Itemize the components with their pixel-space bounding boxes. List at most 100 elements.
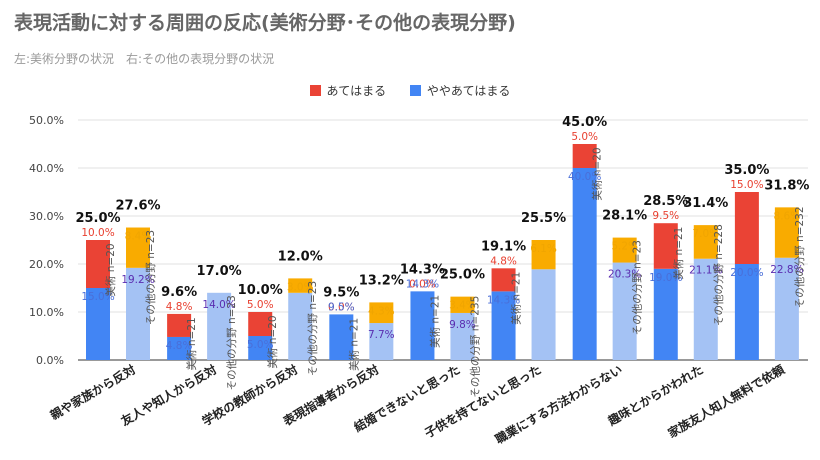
group-label-other: その他の分野 n=228 (712, 224, 725, 326)
total-label-art: 28.5% (643, 194, 688, 209)
bar-other-top (369, 302, 394, 324)
bar-art-atehamaru (491, 268, 516, 292)
data-label-other-top: 8.4% (125, 231, 152, 243)
group-label-other: その他の分野 n=23 (306, 281, 319, 376)
total-label-other: 31.8% (764, 178, 809, 193)
total-label-art: 14.3% (400, 262, 445, 277)
bar-art-atehamaru (167, 313, 192, 337)
total-label-art: 35.0% (724, 163, 769, 178)
legend: あてはまる ややあてはまる (0, 82, 820, 99)
data-label-other-bottom: 22.8% (770, 264, 803, 276)
total-label-other: 28.1% (602, 209, 647, 224)
group-label-art: 美術 n=20 (591, 147, 604, 200)
data-label-other-bottom: 7.7% (368, 329, 395, 341)
bar-other-yaya (693, 258, 718, 360)
bar-other-yaya (288, 292, 313, 360)
data-label-other-top: 4.3% (368, 305, 395, 317)
data-label-other-bottom: 20.3% (608, 269, 641, 281)
bar-other-top (126, 227, 150, 268)
data-label-art-bottom: 9.5% (328, 301, 355, 313)
legend-label-yaya: ややあてはまる (426, 84, 511, 98)
bar-other-top (693, 225, 718, 259)
bar-art-yaya (734, 264, 759, 360)
data-label-other-top: 7.0% (692, 228, 719, 240)
total-label-other: 25.0% (440, 268, 485, 283)
data-label-other-bottom: 19.2% (121, 274, 154, 286)
total-label-art: 9.5% (323, 285, 359, 300)
legend-label-atehamaru: あてはまる (326, 84, 387, 98)
data-label-art-top: 4.8% (166, 301, 193, 313)
bar-art-atehamaru (734, 192, 759, 264)
y-tick-label: 40.0% (29, 162, 64, 175)
total-label-art: 45.0% (562, 115, 607, 130)
group-label-other: その他の分野 n=23 (225, 295, 238, 390)
chart-subtitle: 左:美術分野の状況 右:その他の表現分野の状況 (14, 52, 275, 66)
bar-art-atehamaru (572, 144, 597, 168)
legend-item-atehamaru: あてはまる (309, 82, 387, 99)
data-label-art-bottom: 40.0% (568, 171, 601, 183)
group-label-art: 美術 n=21 (185, 317, 198, 370)
data-label-art-top: 10.0% (81, 227, 114, 239)
x-category-label: 職業にする方法わからない (492, 362, 624, 447)
total-label-other: 13.2% (359, 273, 404, 288)
total-label-other: 25.5% (521, 211, 566, 226)
data-label-art-top: 15.0% (730, 179, 763, 191)
bar-other-yaya (126, 267, 150, 360)
total-label-other: 12.0% (278, 249, 323, 264)
bar-art-atehamaru (86, 240, 110, 288)
data-label-other-top: 5.2% (611, 241, 638, 253)
bar-art-yaya (410, 291, 435, 360)
total-label-art: 19.1% (481, 239, 526, 254)
data-label-art-bottom: 5.0% (247, 339, 274, 351)
data-label-art-top: 5.0% (247, 299, 274, 311)
total-label-art: 10.0% (238, 283, 283, 298)
data-label-other-bottom: 14.0% (202, 299, 235, 311)
group-label-art: 美術 n=20 (266, 315, 279, 368)
data-label-art-bottom: 4.8% (166, 340, 193, 352)
bar-other-yaya (531, 269, 556, 360)
bar-art-yaya (329, 314, 354, 360)
group-label-other: その他の分野 n=23 (144, 230, 157, 325)
bar-other-top (531, 240, 556, 270)
bar-art-yaya (572, 168, 597, 360)
data-label-art-top: 9.5% (652, 210, 679, 222)
group-label-other: その他の分野 n=235 (468, 296, 481, 398)
data-label-other-bottom: 21.1% (689, 265, 722, 277)
bar-other-top (288, 278, 313, 293)
legend-swatch-yaya (409, 85, 421, 96)
data-label-art-top: 0.0% (409, 278, 436, 290)
group-label-art: 美術 n=21 (347, 318, 360, 371)
bar-art-yaya (167, 336, 192, 360)
y-tick-label: 10.0% (29, 306, 64, 319)
data-label-art-bottom: 19.0% (649, 272, 682, 284)
bar-other-yaya (207, 292, 232, 360)
group-label-art: 美術 n=20 (104, 243, 117, 296)
total-label-other: 27.6% (115, 199, 160, 214)
bar-art-yaya (653, 268, 678, 360)
y-tick-label: 20.0% (29, 258, 64, 271)
group-label-other: その他の分野 n=23 (631, 240, 644, 335)
data-label-art-top: 4.8% (490, 255, 517, 267)
group-label-art: 美術 n=21 (510, 272, 523, 325)
bar-art-atehamaru (653, 223, 678, 269)
bar-other-top (774, 207, 799, 258)
data-label-other-top: 3.0% (287, 281, 314, 293)
total-label-other: 31.4% (683, 196, 728, 211)
bar-other-yaya (612, 262, 637, 360)
total-label-art: 9.6% (161, 285, 197, 300)
data-label-art-bottom: 14.3% (487, 294, 520, 306)
data-label-other-top: 6.1% (530, 243, 557, 255)
total-label-other: 17.0% (197, 264, 242, 279)
legend-swatch-atehamaru (309, 85, 321, 96)
bar-other-top (612, 237, 637, 263)
y-tick-label: 0.0% (36, 354, 64, 367)
chart-title: 表現活動に対する周囲の反応(美術分野･その他の表現分野) (14, 12, 516, 34)
bar-other-yaya (450, 312, 475, 360)
bar-art-atehamaru (248, 312, 273, 336)
data-label-other-bottom: 9.8% (449, 319, 476, 331)
data-label-art-bottom: 15.0% (81, 291, 114, 303)
y-tick-label: 50.0% (29, 114, 64, 127)
group-label-other: その他の分野 n=232 (793, 206, 806, 308)
legend-item-yaya: ややあてはまる (409, 82, 511, 99)
